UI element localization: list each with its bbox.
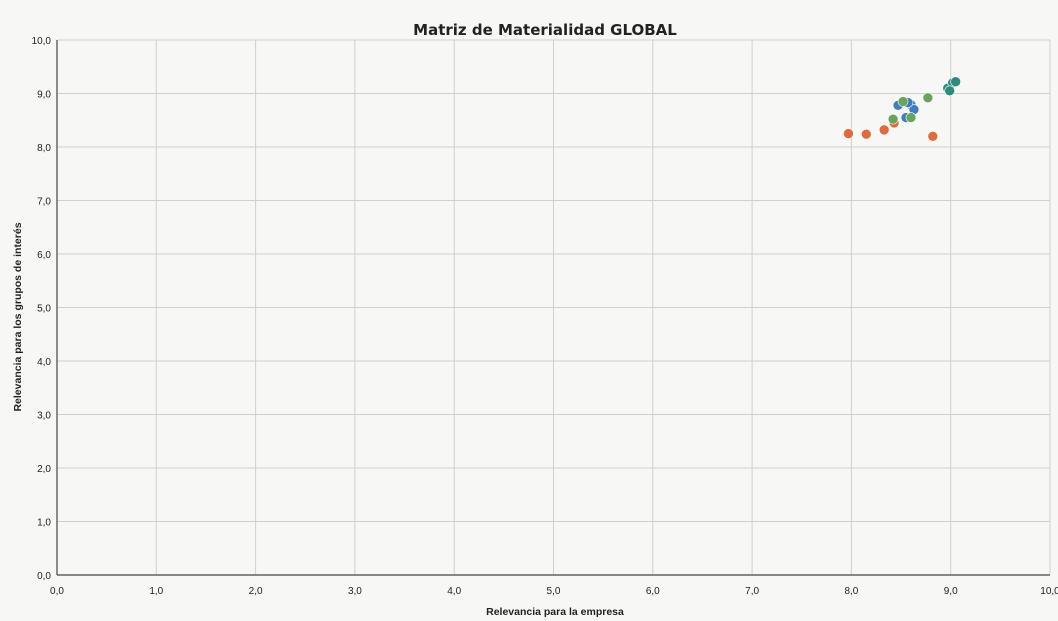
chart-title: Matriz de Materialidad GLOBAL — [413, 21, 677, 39]
data-point — [878, 124, 890, 136]
y-tick-label: 7,0 — [37, 197, 51, 208]
data-point — [843, 128, 854, 139]
axes: 0,0 1,0 2,0 3,0 4,0 5,0 6,0 7,0 8,0 9,0 10,0 0,0 1,0… — [32, 36, 1058, 597]
x-tick-label: 5,0 — [547, 586, 561, 597]
data-point — [927, 131, 939, 142]
x-tick-label: 10,0 — [1040, 586, 1058, 597]
x-tick-label: 3,0 — [348, 586, 362, 597]
y-tick-label: 6,0 — [37, 250, 51, 261]
y-tick-label: 5,0 — [37, 304, 51, 315]
gridlines — [56, 39, 1051, 576]
x-tick-label: 9,0 — [944, 586, 958, 597]
x-tick-label: 4,0 — [447, 586, 461, 597]
y-tick-label: 2,0 — [37, 464, 51, 475]
x-tick-label: 1,0 — [149, 586, 163, 597]
x-tick-label: 2,0 — [249, 586, 263, 597]
data-point — [860, 128, 872, 140]
data-point — [887, 113, 899, 125]
data-point — [897, 96, 909, 107]
y-tick-label: 0,0 — [37, 571, 51, 582]
y-axis-title: Relevancia para los grupos de interés — [12, 222, 24, 411]
y-tick-label: 1,0 — [37, 518, 51, 529]
y-tick-label: 4,0 — [37, 357, 51, 368]
y-tick-label: 3,0 — [37, 411, 51, 422]
x-tick-label: 0,0 — [50, 586, 64, 597]
x-tick-label: 7,0 — [745, 586, 759, 597]
data-points — [843, 76, 961, 142]
y-tick-label: 8,0 — [37, 143, 51, 154]
x-tick-label: 6,0 — [646, 586, 660, 597]
x-tick-label: 8,0 — [844, 586, 858, 597]
data-point — [905, 112, 917, 123]
data-point — [944, 85, 956, 97]
x-axis-title: Relevancia para la empresa — [486, 606, 624, 618]
y-tick-label: 10,0 — [32, 36, 52, 47]
data-point — [950, 76, 961, 88]
data-point — [922, 92, 934, 104]
y-tick-label: 9,0 — [37, 90, 51, 101]
